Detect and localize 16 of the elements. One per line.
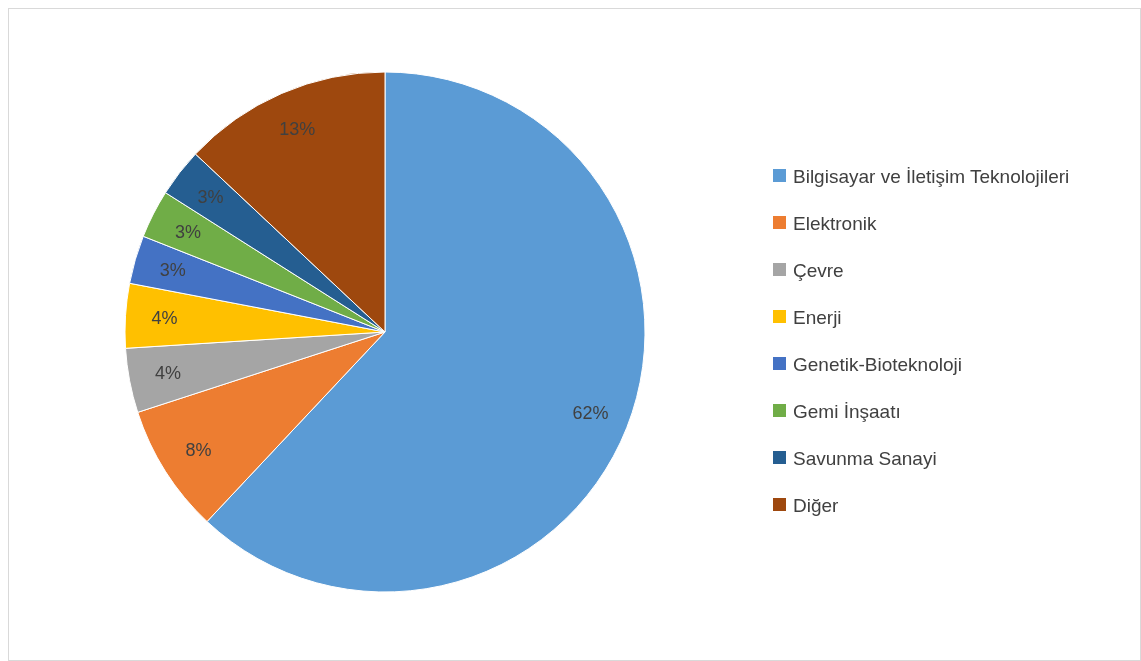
data-label: 3% bbox=[175, 221, 202, 242]
legend-label: Bilgisayar ve İletişim Teknolojileri bbox=[793, 165, 1070, 187]
data-label: 13% bbox=[279, 119, 316, 140]
legend-label: Çevre bbox=[793, 259, 844, 281]
legend-label: Diğer bbox=[793, 494, 840, 516]
data-label: 62% bbox=[572, 403, 609, 424]
data-label: 3% bbox=[159, 260, 186, 281]
legend-label: Enerji bbox=[793, 306, 842, 328]
data-label: 4% bbox=[151, 308, 178, 329]
data-label: 4% bbox=[154, 363, 181, 384]
legend-label: Genetik-Bioteknoloji bbox=[793, 353, 962, 375]
data-label: 8% bbox=[185, 440, 212, 461]
legend-label: Savunma Sanayi bbox=[793, 447, 937, 469]
legend-label: Elektronik bbox=[793, 212, 877, 234]
legend-label: Gemi İnşaatı bbox=[793, 400, 901, 422]
data-label: 3% bbox=[197, 186, 224, 207]
